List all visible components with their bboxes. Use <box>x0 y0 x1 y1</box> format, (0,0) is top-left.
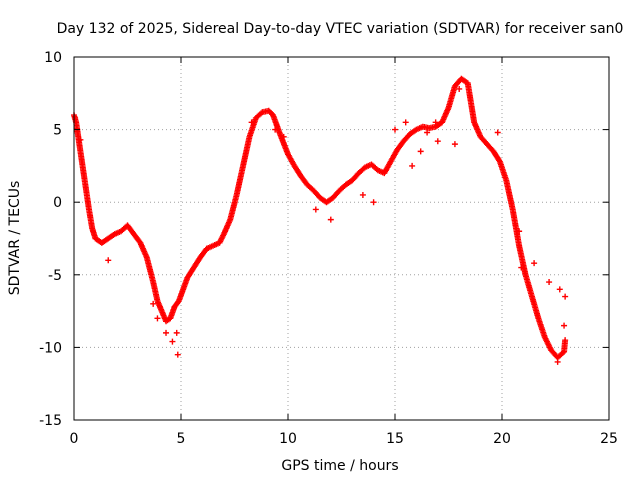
data-point <box>272 126 279 133</box>
x-tick-label: 5 <box>177 431 186 447</box>
data-point <box>248 119 255 126</box>
data-point <box>434 138 441 145</box>
y-tick-label: -15 <box>39 413 62 429</box>
x-tick-label: 0 <box>70 431 79 447</box>
y-tick-label: 0 <box>53 195 62 211</box>
y-tick-label: -10 <box>39 340 62 356</box>
data-point <box>554 358 561 365</box>
grid-lines <box>74 57 609 420</box>
data-point <box>531 260 538 267</box>
x-tick-label: 15 <box>386 431 404 447</box>
data-point <box>174 351 181 358</box>
data-point <box>72 114 79 121</box>
data-point <box>562 293 569 300</box>
y-tick-label: -5 <box>48 268 62 284</box>
data-point <box>105 257 112 264</box>
y-axis-label: SDTVAR / TECUs <box>7 181 23 296</box>
plot-frame <box>73 56 610 421</box>
data-points <box>71 75 569 365</box>
data-point <box>359 191 366 198</box>
data-point <box>561 322 568 329</box>
data-point <box>370 199 377 206</box>
data-point <box>154 315 161 322</box>
data-point <box>392 126 398 133</box>
x-tick-label: 25 <box>600 431 618 447</box>
data-point <box>424 129 431 136</box>
data-point <box>456 85 463 92</box>
data-point <box>546 279 553 286</box>
x-tick-label: 20 <box>493 431 511 447</box>
data-point <box>518 264 525 271</box>
data-point <box>163 329 170 336</box>
data-point <box>280 133 287 140</box>
y-tick-labels: -15 -10 -5 0 5 10 <box>39 50 62 429</box>
data-point <box>402 119 409 126</box>
data-point <box>494 129 501 136</box>
axis-ticks <box>73 56 610 421</box>
data-point <box>556 286 563 293</box>
y-tick-label: 10 <box>44 50 62 66</box>
y-tick-label: 5 <box>53 123 62 139</box>
data-point <box>432 119 439 126</box>
data-point <box>312 206 319 213</box>
chart-title: Day 132 of 2025, Sidereal Day-to-day VTE… <box>57 21 624 37</box>
data-point <box>516 228 523 235</box>
data-point <box>77 136 84 143</box>
data-point <box>562 337 569 344</box>
x-tick-labels: 0 5 10 15 20 25 <box>70 431 618 447</box>
data-point <box>173 329 180 336</box>
x-tick-label: 10 <box>279 431 297 447</box>
data-point <box>417 148 424 155</box>
data-point <box>169 338 176 345</box>
x-axis-label: GPS time / hours <box>281 458 398 474</box>
data-point <box>451 141 458 148</box>
data-point <box>150 300 157 307</box>
data-point <box>409 162 416 169</box>
data-point <box>327 216 334 223</box>
